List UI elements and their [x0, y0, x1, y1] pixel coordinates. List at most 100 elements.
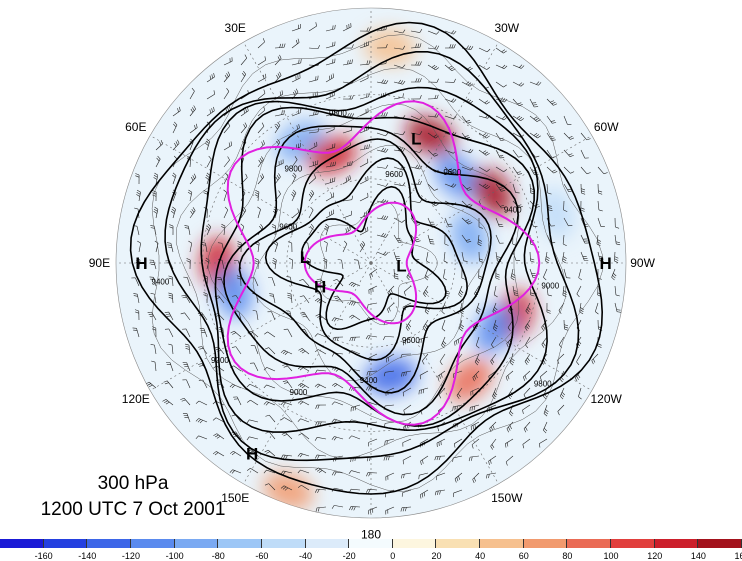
wind-barb: [287, 292, 293, 304]
anomaly-blob: [446, 358, 493, 402]
wind-barb: [461, 234, 472, 243]
wind-barb: [223, 122, 231, 134]
wind-barb: [221, 223, 226, 236]
wind-barb: [387, 302, 395, 313]
wind-barb: [299, 295, 310, 304]
wind-barb: [444, 234, 449, 246]
wind-barb: [529, 81, 542, 86]
wind-barb: [195, 418, 208, 424]
wind-barb: [212, 451, 225, 457]
wind-barb: [240, 106, 249, 117]
height-contour: [164, 51, 580, 462]
colorbar-tick-label: 120: [647, 551, 663, 561]
wind-barb: [195, 435, 208, 440]
wind-barb: [359, 144, 370, 151]
wind-barb: [297, 453, 310, 458]
wind-barb: [348, 435, 361, 440]
wind-barb: [427, 64, 439, 71]
longitude-label: 180: [361, 528, 381, 542]
wind-barb: [393, 217, 406, 223]
wind-barb: [523, 387, 531, 399]
wind-barb: [472, 472, 480, 484]
wind-barb: [441, 336, 447, 349]
wind-barb: [427, 78, 439, 83]
wind-barb: [393, 131, 406, 136]
wind-barb: [272, 257, 277, 270]
wind-barb: [291, 124, 300, 134]
height-contour: [223, 125, 519, 416]
wind-barb: [474, 353, 480, 366]
wind-barb: [195, 400, 208, 406]
wind-barb: [580, 149, 589, 159]
anomaly-blob: [405, 116, 456, 156]
wind-barb: [505, 438, 514, 448]
wind-barb: [331, 401, 344, 406]
wind-barb: [155, 155, 161, 168]
wind-barb: [383, 455, 395, 461]
wind-barb: [342, 112, 355, 118]
longitude-label: 90W: [630, 256, 655, 270]
wind-barb: [297, 484, 310, 491]
wind-barb: [315, 421, 327, 426]
wind-barb: [376, 183, 389, 187]
wind-barb: [444, 44, 456, 49]
wind-barb: [546, 285, 552, 297]
wind-barb: [274, 173, 281, 185]
wind-barb: [154, 240, 159, 253]
wind-barb: [182, 413, 191, 423]
wind-barb: [461, 148, 474, 154]
wind-barb: [410, 61, 422, 66]
wind-barb: [478, 251, 484, 263]
wind-barb: [229, 469, 242, 474]
wind-barb: [471, 438, 480, 449]
wind-barb: [376, 112, 388, 117]
wind-barb: [247, 399, 259, 406]
wind-barb: [492, 387, 498, 400]
colorbar-tick-label: -120: [121, 551, 140, 561]
wind-barb: [189, 123, 198, 134]
low-center-label: L: [411, 129, 421, 148]
wind-barb: [236, 275, 242, 287]
wind-barb: [454, 438, 463, 448]
longitude-label: 60W: [594, 120, 619, 134]
wind-barb: [164, 311, 174, 321]
wind-barb: [348, 470, 361, 474]
wind-barb: [458, 285, 464, 298]
wind-barb: [495, 234, 504, 244]
wind-barb: [454, 472, 463, 483]
wind-barb: [350, 404, 361, 412]
wind-barb: [580, 200, 585, 212]
height-contour: [129, 21, 604, 495]
wind-barb: [188, 240, 193, 253]
wind-barb: [314, 454, 327, 459]
wind-barb: [316, 278, 327, 287]
wind-barb: [132, 327, 140, 338]
wind-barb: [287, 241, 293, 253]
wind-barb: [206, 73, 215, 83]
wind-barb: [410, 95, 422, 100]
contour-label: 9200: [211, 356, 229, 365]
wind-barb: [421, 353, 429, 365]
wind-barb: [298, 348, 310, 355]
wind-barb: [393, 182, 406, 187]
height-contour: [300, 185, 447, 331]
wind-barb: [597, 183, 603, 195]
wind-barb: [401, 472, 412, 479]
wind-barb: [297, 469, 310, 474]
wind-barb: [400, 506, 412, 512]
wind-barb: [512, 64, 525, 69]
wind-barb: [299, 279, 310, 287]
wind-barb: [563, 217, 573, 227]
wind-barb: [580, 251, 589, 261]
wind-barb: [151, 326, 157, 338]
wind-barb: [580, 132, 591, 141]
colorbar-swatch: [392, 539, 437, 548]
wind-barb: [187, 189, 193, 202]
wind-barb: [135, 257, 141, 270]
wind-barb: [576, 285, 582, 298]
wind-barb: [578, 387, 582, 400]
wind-barb: [489, 421, 497, 433]
wind-barb: [383, 336, 395, 341]
wind-barb: [495, 200, 506, 209]
